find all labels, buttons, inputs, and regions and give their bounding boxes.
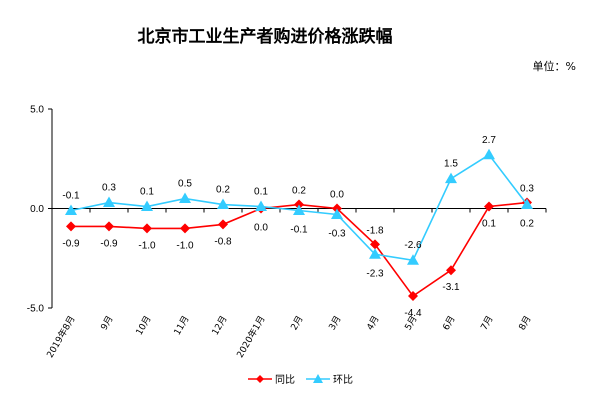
x-tick-label: 2月: [289, 314, 306, 332]
data-label: 0.2: [292, 186, 306, 197]
data-point: [218, 219, 228, 230]
data-label: 0.3: [520, 184, 534, 195]
x-tick-label: 2020年1月: [234, 314, 268, 360]
data-label: 0.2: [520, 219, 534, 230]
legend-marker: [313, 374, 323, 383]
data-label: -0.8: [214, 236, 232, 247]
x-tick-label: 2019年8月: [44, 314, 78, 360]
data-label: -2.3: [366, 268, 384, 279]
y-tick-label: -5.0: [27, 304, 45, 315]
series-2: [65, 148, 533, 265]
y-tick-label: 0.0: [30, 204, 44, 215]
data-label: 0.3: [102, 183, 116, 194]
legend-item-1: 同比: [248, 374, 295, 386]
data-label: -1.0: [138, 240, 156, 251]
data-point: [104, 221, 114, 232]
data-label: 0.0: [254, 223, 268, 234]
data-point: [293, 204, 305, 215]
unit-label: 单位：%: [532, 60, 576, 73]
data-point: [483, 148, 495, 160]
data-label: -2.6: [404, 240, 422, 251]
legend-label: 同比: [275, 374, 295, 386]
data-label: -4.4: [404, 308, 422, 319]
data-point: [331, 208, 343, 219]
data-point: [141, 200, 153, 212]
data-point: [217, 198, 229, 210]
data-point: [407, 254, 419, 265]
data-point: [66, 221, 76, 232]
data-label: -0.9: [62, 238, 80, 249]
legend-label: 环比: [333, 374, 353, 386]
data-label: 2.7: [482, 135, 496, 146]
data-point: [142, 223, 152, 234]
legend-item-2: 环比: [306, 374, 353, 386]
data-point: [446, 265, 456, 276]
x-tick-label: 11月: [172, 314, 192, 337]
x-tick-label: 7月: [479, 314, 496, 332]
data-point: [484, 201, 494, 212]
data-label: -1.8: [366, 225, 384, 236]
data-point: [369, 248, 381, 259]
x-tick-label: 3月: [327, 314, 344, 332]
data-label: -0.1: [62, 190, 80, 201]
data-point: [445, 172, 457, 184]
x-tick-label: 6月: [441, 314, 458, 332]
data-label: -0.3: [328, 228, 346, 239]
x-tick-label: 8月: [517, 314, 534, 332]
data-label: -3.1: [442, 282, 460, 293]
data-point: [521, 198, 533, 210]
data-label: 0.5: [178, 179, 192, 190]
data-point: [255, 200, 267, 212]
chart-title: 北京市工业生产者购进价格涨跌幅: [137, 27, 393, 47]
data-label: 0.1: [254, 187, 268, 198]
x-tick-label: 10月: [134, 314, 154, 337]
data-label: 1.5: [444, 159, 458, 170]
data-point: [180, 223, 190, 234]
y-tick-label: 5.0: [30, 105, 44, 116]
data-label: 0.2: [216, 185, 230, 196]
x-tick-label: 4月: [365, 314, 382, 332]
data-point: [408, 291, 418, 302]
legend: 同比 环比: [248, 374, 353, 386]
data-point: [370, 239, 380, 250]
data-point: [179, 192, 191, 204]
legend-marker: [256, 375, 264, 383]
series-layer: -0.9 -0.1 -0.9 0.3 -1.0 0.1 -1.0 0.5 -0.8 0.2 0.0 0…: [62, 135, 534, 319]
x-tick-label: 9月: [99, 314, 116, 332]
data-label: -1.0: [176, 240, 194, 251]
data-label: 0.1: [140, 187, 154, 198]
data-point: [65, 204, 77, 215]
data-label: -0.9: [100, 238, 118, 249]
data-label: 0.1: [482, 219, 496, 230]
x-tick-label: 12月: [210, 314, 230, 337]
data-label: -0.1: [290, 224, 308, 235]
data-label: 0.0: [330, 190, 344, 201]
data-point: [103, 196, 115, 208]
